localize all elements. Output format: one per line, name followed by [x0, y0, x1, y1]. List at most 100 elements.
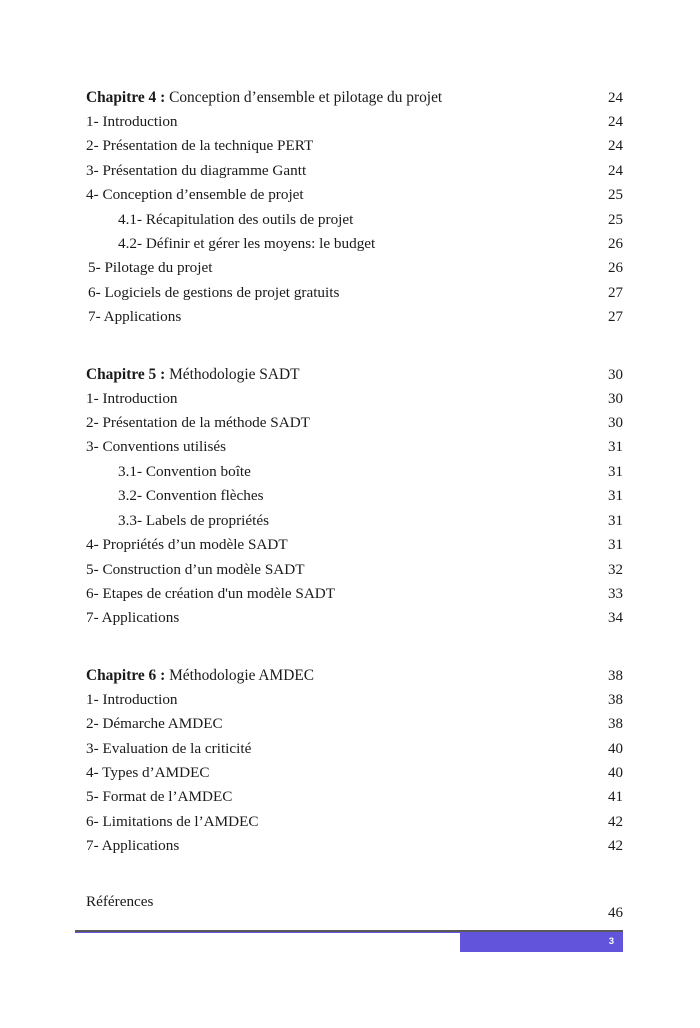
toc-entry[interactable]: 6- Limitations de l’AMDEC 42: [86, 810, 623, 834]
toc-entry-label: 3.1- Convention boîte: [118, 462, 251, 480]
toc-chapter-title: Conception d’ensemble et pilotage du pro…: [165, 89, 443, 106]
toc-entry-page-number: 25: [608, 211, 623, 228]
toc-entry-page-number: 31: [608, 512, 623, 529]
toc-entry-page-number: 42: [608, 838, 623, 855]
toc-entry[interactable]: 5- Construction d’un modèle SADT 32: [86, 558, 623, 582]
toc-chapter-page-number: 24: [608, 90, 623, 106]
toc-entry-label: 3- Evaluation de la criticité: [86, 739, 252, 757]
toc-entry-label: 5- Pilotage du projet: [88, 259, 213, 277]
toc-entry-page-number: 25: [608, 187, 623, 204]
toc-entry-label: 3- Conventions utilisés: [86, 438, 227, 456]
toc-entry-label: 7- Applications: [86, 609, 180, 627]
toc-subentry[interactable]: 4.1- Récapitulation des outils de projet…: [86, 208, 623, 232]
toc-entry-label: 4- Types d’AMDEC: [86, 763, 210, 781]
toc-entry[interactable]: 7- Applications 42: [86, 834, 623, 858]
toc-chapter-page-number: 38: [608, 667, 623, 684]
toc-entry-page-number: 24: [608, 114, 623, 130]
toc-chapter-heading[interactable]: Chapitre 4 : Conception d’ensemble et pi…: [86, 86, 623, 110]
toc-chapter-heading[interactable]: Chapitre 5 : Méthodologie SADT 30: [86, 363, 623, 387]
toc-entry-label: 2- Démarche AMDEC: [86, 715, 223, 733]
toc-entry-page-number: 31: [608, 463, 623, 480]
toc-entry-label: 4.1- Récapitulation des outils de projet: [118, 210, 354, 228]
toc-entry-page-number: 42: [608, 813, 623, 830]
toc-entry[interactable]: 3- Présentation du diagramme Gantt 24: [86, 159, 623, 183]
toc-subentry[interactable]: 4.2- Définir et gérer les moyens: le bud…: [86, 232, 623, 256]
toc-chapter-block: Chapitre 4 : Conception d’ensemble et pi…: [86, 86, 623, 330]
toc-entry-label: 4- Propriétés d’un modèle SADT: [86, 536, 288, 554]
toc-entry[interactable]: 5- Format de l’AMDEC 41: [86, 785, 623, 809]
toc-entry-page-number: 26: [608, 236, 623, 253]
toc-entry[interactable]: 2- Présentation de la méthode SADT 30: [86, 411, 623, 435]
toc-chapter-heading-text: Chapitre 5 : Méthodologie SADT: [86, 363, 299, 387]
toc-entry-label: 3.3- Labels de propriétés: [118, 511, 269, 529]
toc-entry[interactable]: 1- Introduction 38: [86, 688, 623, 712]
toc-entry-page-number: 26: [608, 260, 623, 277]
toc-entry-label: 4.2- Définir et gérer les moyens: le bud…: [118, 235, 376, 253]
toc-subentry[interactable]: 3.1- Convention boîte 31: [86, 460, 623, 484]
toc-chapter-block: Chapitre 6 : Méthodologie AMDEC 38 1- Intr…: [86, 664, 623, 859]
footer-page-box: 3: [460, 932, 623, 952]
toc-entry-page-number: 33: [608, 585, 623, 602]
toc-entry-label: 3.2- Convention flèches: [118, 487, 264, 505]
toc-chapter-heading-text: Chapitre 6 : Méthodologie AMDEC: [86, 664, 314, 688]
toc-entry[interactable]: 6- Etapes de création d'un modèle SADT 33: [86, 582, 623, 606]
toc-entry-page-number: 30: [608, 390, 623, 407]
toc-references-page-number: 46: [608, 904, 623, 921]
toc-entry-label: 2- Présentation de la technique PERT: [86, 137, 314, 155]
toc-block-spacer: [86, 330, 623, 363]
toc-entry-label: 5- Construction d’un modèle SADT: [86, 560, 305, 578]
toc-entry[interactable]: 4- Conception d’ensemble de projet 25: [86, 183, 623, 207]
toc-entry-label: 5- Format de l’AMDEC: [86, 788, 233, 806]
table-of-contents: Chapitre 4 : Conception d’ensemble et pi…: [86, 86, 623, 932]
toc-chapter-page-number: 30: [608, 366, 623, 383]
toc-entry-page-number: 31: [608, 488, 623, 505]
toc-entry-page-number: 34: [608, 610, 623, 627]
toc-block-spacer: [86, 631, 623, 664]
toc-chapter-title: Méthodologie AMDEC: [165, 666, 315, 684]
toc-subentry[interactable]: 3.3- Labels de propriétés 31: [86, 509, 623, 533]
toc-entry[interactable]: 2- Démarche AMDEC 38: [86, 712, 623, 736]
toc-entry[interactable]: 4- Types d’AMDEC 40: [86, 761, 623, 785]
toc-entry[interactable]: 3- Conventions utilisés 31: [86, 435, 623, 459]
toc-entry-page-number: 27: [608, 309, 623, 326]
toc-references-label: Références: [86, 892, 154, 910]
toc-entry-page-number: 31: [608, 537, 623, 554]
toc-entry-page-number: 27: [608, 284, 623, 301]
toc-entry-page-number: 24: [608, 162, 623, 179]
toc-entry-page-number: 40: [608, 764, 623, 781]
toc-entry-page-number: 38: [608, 691, 623, 708]
toc-entry[interactable]: 4- Propriétés d’un modèle SADT 31: [86, 533, 623, 557]
toc-entry[interactable]: 7- Applications 27: [86, 305, 623, 329]
toc-entry-label: 4- Conception d’ensemble de projet: [86, 186, 304, 204]
toc-chapter-heading[interactable]: Chapitre 6 : Méthodologie AMDEC 38: [86, 664, 623, 688]
toc-entry-label: 1- Introduction: [86, 113, 178, 130]
toc-chapter-label: Chapitre 4 :: [86, 89, 166, 106]
toc-entry-page-number: 32: [608, 561, 623, 578]
toc-entry-label: 6- Logiciels de gestions de projet gratu…: [88, 283, 340, 301]
toc-entry-page-number: 31: [608, 439, 623, 456]
toc-chapter-title: Méthodologie SADT: [165, 365, 300, 383]
toc-chapter-label: Chapitre 5 :: [86, 365, 166, 383]
toc-entry-label: 6- Etapes de création d'un modèle SADT: [86, 584, 336, 602]
footer-page-number: 3: [608, 936, 614, 947]
toc-entry[interactable]: 3- Evaluation de la criticité 40: [86, 737, 623, 761]
toc-entry-label: 1- Introduction: [86, 690, 178, 708]
footer-rule-accent: [75, 932, 623, 933]
toc-references-entry[interactable]: Références 46: [86, 892, 623, 932]
toc-entry-label: 7- Applications: [86, 837, 180, 855]
toc-entry[interactable]: 6- Logiciels de gestions de projet gratu…: [86, 281, 623, 305]
toc-entry-page-number: 38: [608, 716, 623, 733]
toc-entry-label: 2- Présentation de la méthode SADT: [86, 414, 310, 432]
toc-entry-page-number: 41: [608, 789, 623, 806]
toc-entry[interactable]: 1- Introduction 30: [86, 387, 623, 411]
toc-entry-label: 1- Introduction: [86, 389, 178, 407]
toc-entry[interactable]: 2- Présentation de la technique PERT 24: [86, 134, 623, 158]
toc-chapter-block: Chapitre 5 : Méthodologie SADT 30 1- Intro…: [86, 363, 623, 631]
toc-entry[interactable]: 7- Applications 34: [86, 606, 623, 630]
toc-chapter-heading-text: Chapitre 4 : Conception d’ensemble et pi…: [86, 86, 442, 110]
toc-entry-page-number: 40: [608, 740, 623, 757]
toc-entry[interactable]: 1- Introduction 24: [86, 110, 623, 134]
toc-subentry[interactable]: 3.2- Convention flèches 31: [86, 484, 623, 508]
toc-entry[interactable]: 5- Pilotage du projet 26: [86, 256, 623, 280]
